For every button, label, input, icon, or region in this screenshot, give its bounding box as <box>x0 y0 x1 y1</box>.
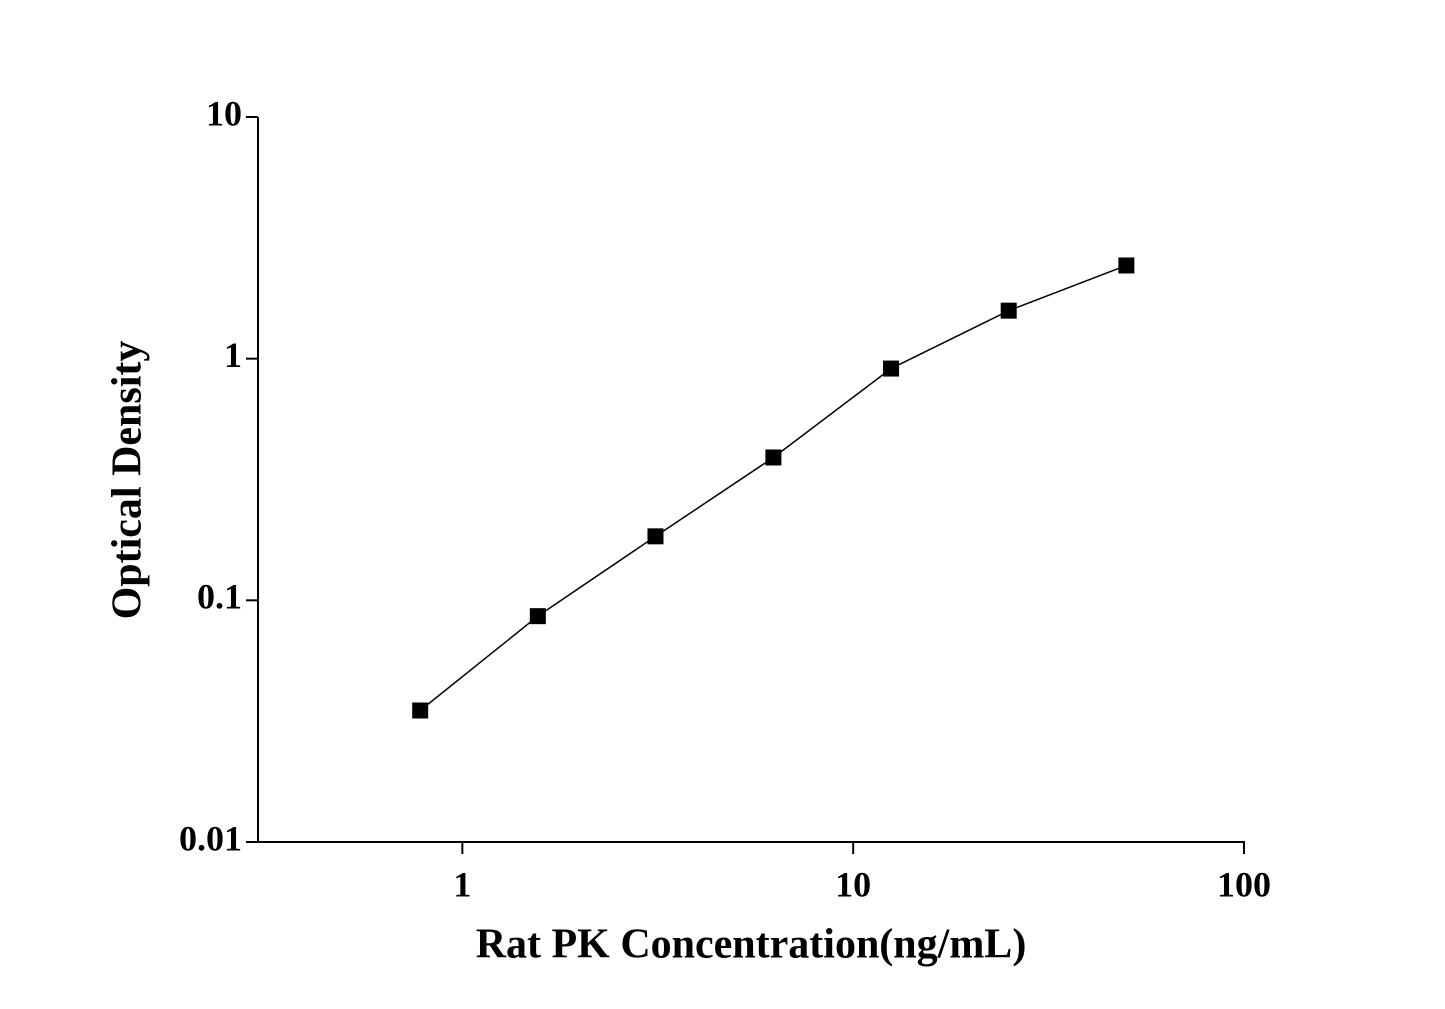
marker <box>1118 257 1135 274</box>
marker <box>647 528 664 545</box>
x-tick-label: 10 <box>835 864 871 904</box>
y-tick-label: 10 <box>206 93 242 133</box>
y-axis-title: Optical Density <box>105 341 151 620</box>
marker <box>529 608 546 625</box>
x-tick-label: 100 <box>1217 864 1271 904</box>
marker <box>412 702 429 719</box>
curve <box>419 264 1127 712</box>
marker <box>765 449 782 466</box>
x-axis-title: Rat PK Concentration(ng/mL) <box>476 922 1027 968</box>
x-tick-label: 1 <box>453 864 471 904</box>
y-tick-label: 1 <box>224 335 242 375</box>
y-tick-label: 0.1 <box>197 577 242 617</box>
y-tick-label: 0.01 <box>179 818 242 858</box>
marker <box>1000 302 1017 319</box>
marker <box>883 360 900 377</box>
